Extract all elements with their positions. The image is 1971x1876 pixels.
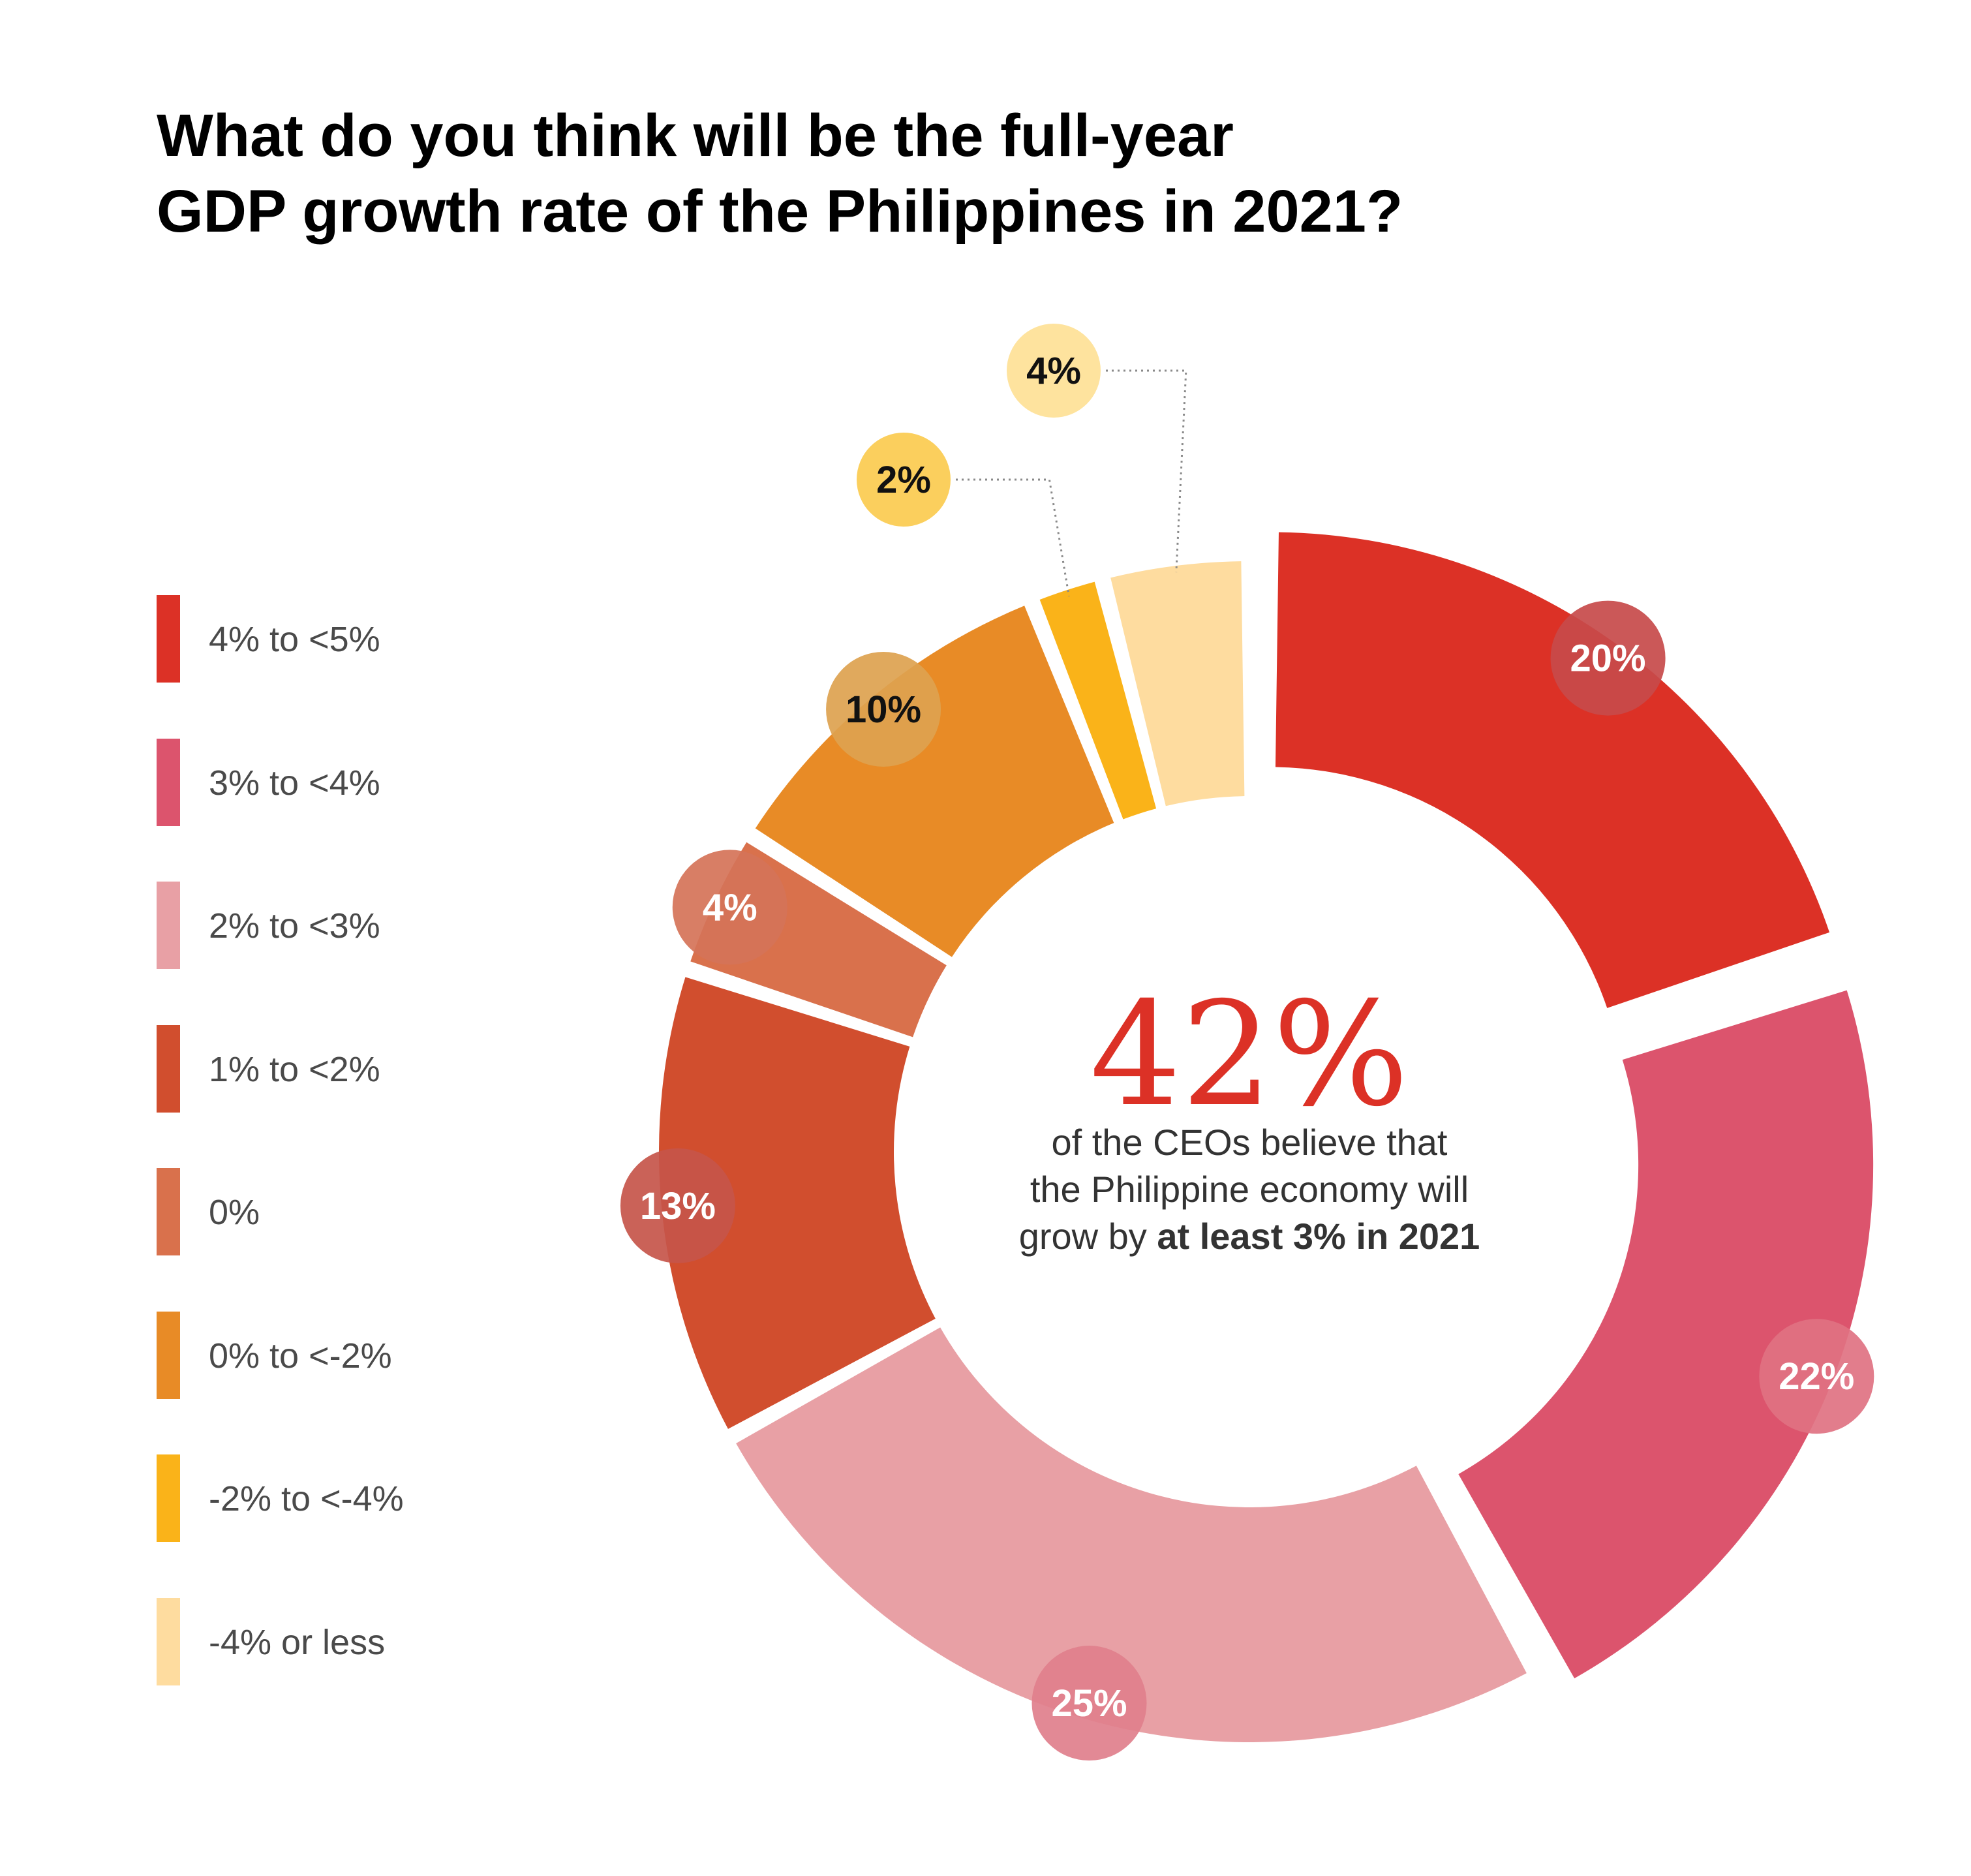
legend-label: -4% or less <box>209 1622 386 1662</box>
donut-slice <box>1458 990 1874 1679</box>
value-label: 10% <box>846 688 921 731</box>
value-bubble <box>1007 324 1101 418</box>
donut-slice <box>1275 532 1830 1008</box>
legend-label: 4% to <5% <box>209 620 380 659</box>
donut-slices <box>658 532 1874 1742</box>
value-bubble <box>672 850 787 965</box>
value-bubble <box>826 651 941 767</box>
donut-slice <box>736 1327 1527 1742</box>
legend-swatch <box>157 595 180 683</box>
center-note-line-3-regular: grow by <box>1019 1216 1157 1257</box>
value-bubble <box>1031 1646 1147 1761</box>
value-label: 4% <box>1026 350 1081 392</box>
donut-slice <box>1039 581 1157 820</box>
value-label: 2% <box>876 459 931 501</box>
legend-label: 1% to <2% <box>209 1049 380 1089</box>
value-bubble <box>1759 1319 1874 1434</box>
legend-swatch <box>157 1597 180 1685</box>
center-note-line-2: the Philippine economy will <box>1030 1169 1469 1210</box>
donut-slice <box>1110 561 1245 807</box>
chart-title: What do you think will be the full-year … <box>157 98 1403 249</box>
legend-label: 0% <box>209 1193 260 1232</box>
legend-swatch <box>157 738 180 826</box>
center-note-line-3-bold: at least 3% in 2021 <box>1157 1216 1480 1257</box>
legend-swatch <box>157 882 180 969</box>
legend-swatch <box>157 1168 180 1255</box>
legend-swatch <box>157 1024 180 1113</box>
value-label: 20% <box>1570 638 1646 680</box>
value-bubble <box>1550 600 1666 716</box>
center-callout: 42% of the CEOs believe that the Philipp… <box>1019 971 1480 1257</box>
legend-label: 0% to <-2% <box>209 1336 392 1376</box>
legend-label: 3% to <4% <box>209 763 380 803</box>
legend-label: -2% to <-4% <box>209 1479 404 1518</box>
center-note-line-3: grow by at least 3% in 2021 <box>1019 1216 1480 1257</box>
donut-slice <box>658 977 936 1429</box>
value-label: 13% <box>640 1185 716 1227</box>
value-bubble <box>620 1148 735 1263</box>
center-big-value: 42% <box>1090 971 1409 1138</box>
value-label: 25% <box>1051 1682 1127 1725</box>
value-label: 22% <box>1779 1355 1854 1398</box>
leader-lines <box>956 369 1187 597</box>
center-note-line-1: of the CEOs believe that <box>1051 1122 1447 1163</box>
legend-swatch <box>157 1311 180 1399</box>
value-label: 4% <box>703 886 757 929</box>
legend-label: 2% to <3% <box>209 906 380 946</box>
leader-line <box>1106 369 1187 573</box>
donut-slice <box>755 606 1114 957</box>
chart-title-line-2: GDP growth rate of the Philippines in 20… <box>157 178 1403 245</box>
legend-swatch <box>157 1454 180 1542</box>
value-bubbles: 20% 22% 25% 13% 4% 10% 2% 4% <box>620 324 1874 1761</box>
chart-title-line-1: What do you think will be the full-year <box>157 102 1234 169</box>
value-bubble <box>857 433 951 527</box>
leader-line <box>956 478 1070 597</box>
